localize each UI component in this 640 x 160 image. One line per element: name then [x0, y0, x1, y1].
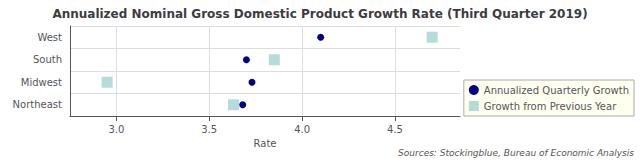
svg-text:South: South — [33, 54, 62, 65]
svg-text:Midwest: Midwest — [21, 77, 62, 88]
svg-text:4.0: 4.0 — [294, 124, 310, 135]
svg-text:3.5: 3.5 — [201, 124, 217, 135]
svg-text:Annualized Quarterly Growth: Annualized Quarterly Growth — [484, 85, 629, 96]
svg-text:Northeast: Northeast — [13, 99, 62, 110]
svg-text:Rate: Rate — [254, 138, 277, 149]
svg-text:West: West — [37, 32, 62, 43]
svg-text:Growth from Previous Year: Growth from Previous Year — [484, 101, 617, 112]
svg-text:Sources: Stockingblue, Bureau: Sources: Stockingblue, Bureau of Economi… — [398, 148, 634, 158]
svg-text:3.0: 3.0 — [108, 124, 124, 135]
svg-text:4.5: 4.5 — [387, 124, 403, 135]
svg-text:Annualized Nominal Gross Domes: Annualized Nominal Gross Domestic Produc… — [52, 7, 587, 21]
